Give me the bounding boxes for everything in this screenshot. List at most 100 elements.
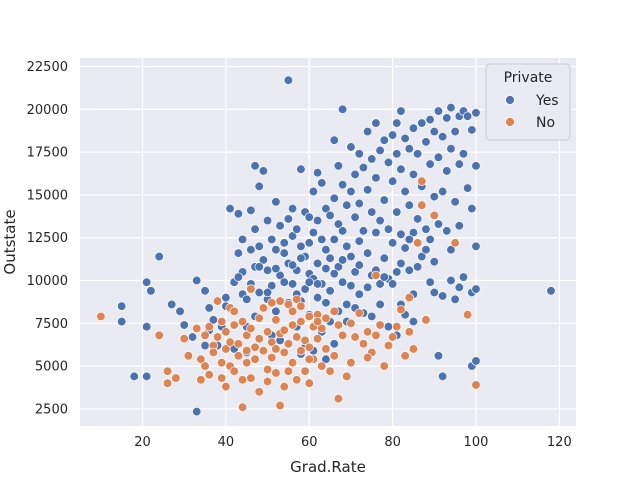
scatter-point-no [271, 344, 281, 354]
scatter-point-yes [304, 238, 314, 248]
scatter-point-yes [367, 207, 377, 217]
scatter-point-yes [337, 180, 348, 190]
scatter-point-yes [387, 130, 398, 140]
scatter-point-yes [304, 277, 314, 287]
scatter-point-no [296, 301, 306, 311]
scatter-point-yes [471, 108, 481, 118]
scatter-point-yes [425, 159, 435, 169]
scatter-point-yes [329, 193, 339, 204]
scatter-point-yes [333, 161, 344, 171]
scatter-point-yes [400, 133, 410, 144]
scatter-point-yes [267, 280, 277, 291]
y-tick-label: 12500 [27, 231, 68, 246]
scatter-point-no [375, 320, 385, 330]
scatter-point-yes [396, 258, 406, 269]
scatter-point-no [233, 351, 244, 361]
scatter-point-no [300, 366, 310, 376]
scatter-point-no [346, 318, 356, 328]
scatter-point-no [362, 352, 373, 363]
scatter-point-yes [354, 236, 364, 246]
scatter-point-no [471, 380, 481, 390]
scatter-point-yes [321, 298, 331, 308]
scatter-point-no [304, 354, 314, 364]
scatter-point-yes [375, 215, 385, 226]
scatter-point-yes [350, 267, 360, 277]
scatter-point-yes [275, 221, 285, 231]
scatter-point-no [362, 327, 373, 337]
scatter-point-yes [246, 205, 256, 215]
scatter-point-no [304, 378, 314, 388]
scatter-point-yes [321, 263, 331, 274]
scatter-point-yes [379, 253, 389, 263]
scatter-point-yes [308, 186, 319, 197]
scatter-point-yes [375, 279, 385, 289]
scatter-point-no [262, 376, 273, 387]
scatter-point-yes [471, 241, 481, 251]
y-tick-label: 2500 [35, 402, 68, 417]
scatter-point-no [200, 330, 210, 340]
scatter-point-yes [279, 248, 289, 258]
scatter-point-yes [408, 169, 419, 180]
scatter-point-no [212, 332, 223, 342]
scatter-point-yes [412, 149, 423, 159]
scatter-point-yes [287, 203, 298, 214]
scatter-point-no [333, 393, 344, 404]
scatter-point-no [421, 315, 431, 325]
scatter-point-no [400, 351, 410, 361]
scatter-point-yes [200, 286, 210, 296]
scatter-point-no [237, 316, 248, 327]
scatter-point-yes [262, 265, 273, 275]
scatter-point-yes [404, 200, 414, 210]
x-tick-label: 120 [547, 435, 572, 450]
legend: Private Yes No [485, 63, 571, 141]
scatter-point-yes [400, 243, 410, 253]
scatter-point-yes [317, 234, 327, 245]
scatter-point-yes [329, 339, 339, 349]
scatter-point-yes [442, 113, 452, 123]
y-tick-label: 15000 [27, 188, 68, 203]
scatter-point-yes [187, 332, 198, 342]
x-tick-label: 100 [464, 435, 489, 450]
scatter-point-yes [304, 212, 314, 222]
scatter-point-yes [117, 301, 127, 311]
legend-marker-yes [505, 95, 515, 105]
scatter-point-no [254, 387, 264, 397]
scatter-point-no [417, 200, 427, 210]
scatter-point-no [312, 334, 323, 344]
scatter-point-no [392, 322, 402, 332]
scatter-point-yes [312, 292, 323, 303]
scatter-point-no [354, 308, 364, 318]
y-tick-label: 5000 [35, 360, 68, 375]
scatter-point-yes [392, 118, 402, 128]
scatter-point-yes [275, 270, 285, 281]
scatter-point-yes [375, 299, 385, 310]
scatter-point-yes [425, 277, 435, 287]
scatter-point-yes [279, 238, 289, 248]
scatter-point-no [292, 332, 302, 342]
scatter-point-yes [283, 214, 294, 224]
scatter-point-no [229, 366, 239, 376]
scatter-point-yes [371, 118, 381, 128]
scatter-point-no [275, 296, 285, 306]
scatter-point-yes [254, 262, 264, 272]
scatter-point-yes [392, 207, 402, 217]
scatter-point-no [204, 370, 214, 380]
scatter-point-no [221, 327, 231, 337]
legend-title: Private [504, 70, 553, 86]
scatter-point-no [196, 354, 206, 364]
scatter-point-yes [283, 75, 294, 85]
scatter-point-yes [258, 255, 269, 265]
scatter-point-yes [287, 231, 298, 241]
scatter-point-yes [379, 195, 389, 205]
scatter-point-yes [408, 316, 419, 327]
scatter-point-no [342, 371, 352, 382]
scatter-point-yes [442, 166, 452, 176]
y-tick-label: 10000 [27, 274, 68, 289]
scatter-point-yes [442, 226, 452, 236]
scatter-point-no [462, 310, 473, 320]
scatter-point-yes [312, 258, 323, 269]
scatter-point-yes [433, 219, 444, 229]
scatter-point-no [204, 322, 214, 332]
scatter-point-no [329, 306, 339, 316]
scatter-point-yes [292, 224, 302, 234]
